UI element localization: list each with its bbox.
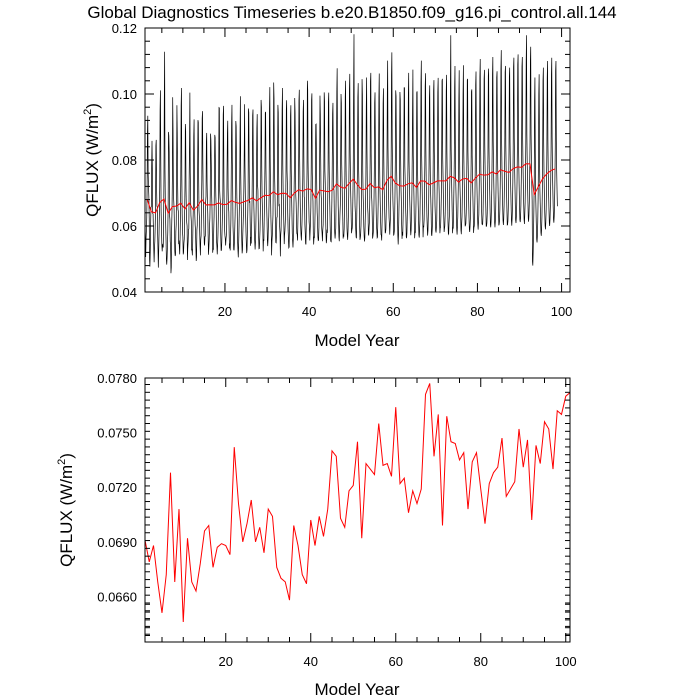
bottom-axis-ticks: 20 40 60 80 100 0.0660 0.0690 0.0720 0.0750 0.078… bbox=[97, 371, 576, 669]
top-y-tick-label: 0.04 bbox=[112, 285, 137, 300]
top-x-tick-label: 20 bbox=[218, 304, 232, 319]
bottom-y-tick-label: 0.0750 bbox=[97, 426, 137, 441]
top-y-tick-label: 0.10 bbox=[112, 87, 137, 102]
top-panel: 20 40 60 80 100 0.04 0.06 0.08 0.10 0.12 Model Ye… bbox=[82, 21, 572, 350]
top-y-axis-label-close: ) bbox=[83, 103, 102, 109]
top-x-tick-label: 80 bbox=[470, 304, 484, 319]
bottom-y-axis-label: QFLUX (W/m2) bbox=[56, 453, 76, 567]
bottom-plot-frame bbox=[144, 377, 571, 643]
bottom-x-tick-label: 60 bbox=[389, 654, 403, 669]
top-series-annual-line bbox=[146, 163, 556, 215]
bottom-x-tick-label: 40 bbox=[304, 654, 318, 669]
chart-title: Global Diagnostics Timeseries b.e20.B185… bbox=[87, 3, 616, 22]
top-axis-ticks: 20 40 60 80 100 0.04 0.06 0.08 0.10 0.12 bbox=[112, 21, 573, 319]
bottom-y-tick-label: 0.0720 bbox=[97, 480, 137, 495]
top-x-tick-label: 100 bbox=[551, 304, 573, 319]
bottom-y-tick-label: 0.0780 bbox=[97, 371, 137, 386]
bottom-x-tick-label: 80 bbox=[474, 654, 488, 669]
bottom-x-axis-label: Model Year bbox=[314, 680, 399, 699]
bottom-y-axis-label-main: QFLUX (W/m bbox=[57, 465, 76, 567]
top-x-tick-label: 60 bbox=[386, 304, 400, 319]
bottom-series-annual-line bbox=[144, 383, 571, 622]
bottom-y-tick-label: 0.0690 bbox=[97, 535, 137, 550]
top-y-axis-label: QFLUX (W/m2) bbox=[82, 103, 102, 217]
top-x-tick-label: 40 bbox=[302, 304, 316, 319]
bottom-x-tick-label: 20 bbox=[219, 654, 233, 669]
top-y-tick-label: 0.08 bbox=[112, 153, 137, 168]
bottom-y-axis-label-close: ) bbox=[57, 453, 76, 459]
top-series-monthly-line bbox=[144, 34, 558, 274]
top-y-axis-label-sup: 2 bbox=[82, 109, 94, 115]
bottom-panel: 20 40 60 80 100 0.0660 0.0690 0.0720 0.0750 0.078… bbox=[56, 371, 577, 699]
bottom-y-tick-label: 0.0660 bbox=[97, 589, 137, 604]
top-y-axis-label-main: QFLUX (W/m bbox=[83, 115, 102, 217]
top-y-tick-label: 0.06 bbox=[112, 219, 137, 234]
bottom-y-axis-label-sup: 2 bbox=[56, 459, 68, 465]
top-y-tick-label: 0.12 bbox=[112, 21, 137, 36]
bottom-x-tick-label: 100 bbox=[555, 654, 577, 669]
top-x-axis-label: Model Year bbox=[314, 331, 399, 350]
bottom-plot-layer bbox=[144, 383, 571, 622]
top-plot-layer bbox=[144, 34, 558, 274]
